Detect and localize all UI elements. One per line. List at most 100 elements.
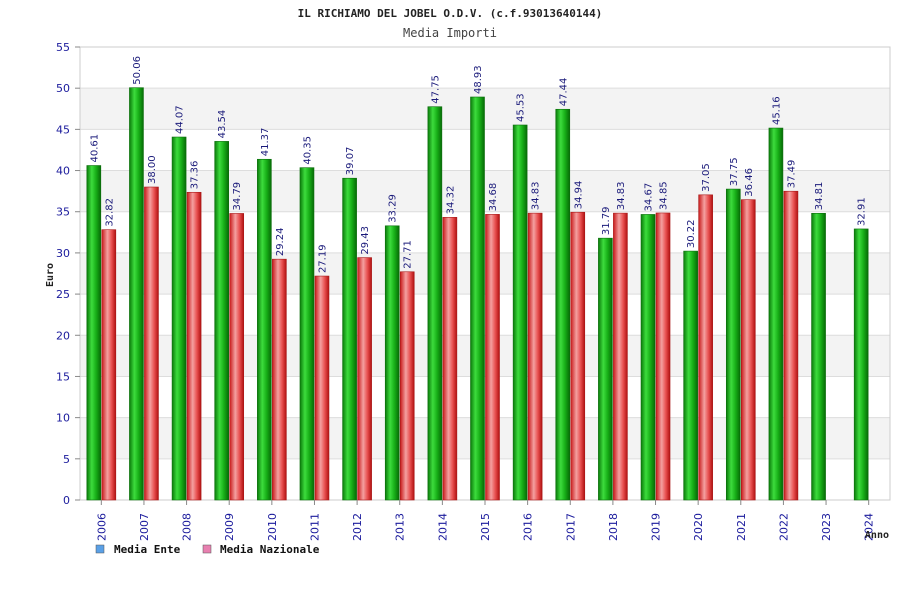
x-tick-label: 2016 — [522, 513, 535, 541]
x-tick-label: 2013 — [394, 513, 407, 541]
value-label-media-ente: 45.53 — [516, 93, 527, 122]
y-axis-label: Euro — [45, 263, 56, 287]
legend-label-media-ente: Media Ente — [114, 543, 181, 556]
y-tick-label: 5 — [63, 453, 70, 466]
value-label-media-ente: 43.54 — [217, 110, 228, 139]
plot-band — [80, 252, 890, 295]
plot-band — [80, 417, 890, 459]
value-label-media-nazionale: 37.49 — [786, 160, 797, 189]
x-tick-label: 2019 — [650, 513, 663, 541]
y-tick-label: 15 — [56, 370, 70, 383]
x-tick-label: 2017 — [564, 513, 577, 541]
x-axis-ticks: 2006 2007 2008 2009 2010 2011 2012 2013 2014 2015… — [95, 500, 876, 541]
value-label-media-nazionale: 34.32 — [445, 186, 456, 215]
value-label-media-nazionale: 36.46 — [744, 168, 755, 197]
value-label-media-nazionale: 37.05 — [701, 163, 712, 192]
value-label-media-ente: 47.75 — [430, 75, 441, 104]
y-tick-label: 45 — [56, 123, 70, 136]
bar-media-nazionale — [613, 212, 628, 501]
value-label-media-ente: 50.06 — [132, 56, 143, 85]
bar-media-ente — [725, 188, 741, 501]
x-tick-label: 2012 — [351, 513, 364, 541]
value-label-media-nazionale: 29.24 — [275, 228, 286, 257]
plot-band — [80, 211, 890, 253]
value-label-media-ente: 37.75 — [729, 157, 740, 186]
x-tick-label: 2009 — [223, 513, 236, 541]
bar-media-nazionale — [740, 199, 756, 501]
plot-band — [80, 129, 890, 171]
y-tick-label: 30 — [56, 247, 70, 260]
bar-media-ente — [342, 177, 357, 501]
y-tick-label: 35 — [56, 206, 70, 219]
bar-media-ente — [640, 214, 656, 501]
plot-band — [80, 294, 890, 336]
bar-media-ente — [768, 127, 784, 501]
y-tick-label: 25 — [56, 288, 70, 301]
value-label-media-ente: 40.61 — [89, 134, 100, 163]
bar-media-nazionale — [101, 229, 117, 501]
value-label-media-ente: 30.22 — [686, 219, 697, 248]
value-label-media-ente: 32.91 — [857, 197, 868, 226]
bar-media-nazionale — [570, 211, 586, 501]
x-tick-label: 2021 — [735, 513, 748, 541]
legend-swatch-media-ente — [95, 544, 105, 554]
value-label-media-ente: 48.93 — [473, 65, 484, 94]
bar-media-nazionale — [698, 194, 713, 501]
value-label-media-nazionale: 27.19 — [317, 244, 328, 273]
value-label-media-ente: 45.16 — [771, 96, 782, 125]
bar-media-ente — [512, 124, 528, 501]
value-label-media-nazionale: 37.36 — [190, 161, 201, 190]
plot-band — [80, 88, 890, 130]
bar-media-ente — [171, 136, 187, 501]
bar-media-nazionale — [186, 191, 202, 501]
x-tick-label: 2010 — [266, 513, 279, 541]
x-tick-label: 2014 — [436, 513, 449, 541]
value-label-media-nazionale: 34.94 — [573, 181, 584, 210]
value-label-media-ente: 44.07 — [175, 105, 186, 134]
value-labels: 40.61 32.82 50.06 38.00 44.07 37.36 43.54 34.79… — [89, 56, 867, 273]
bar-media-nazionale — [442, 217, 458, 501]
legend-swatch-media-nazionale — [202, 544, 212, 554]
bar-media-nazionale — [655, 212, 671, 501]
plot-band — [80, 170, 890, 212]
bar-media-ente — [384, 225, 400, 501]
x-tick-label: 2018 — [607, 513, 620, 541]
bar-media-ente — [683, 250, 698, 501]
y-tick-label: 40 — [56, 165, 70, 178]
plot-band — [80, 376, 890, 418]
bar-media-ente — [598, 237, 613, 501]
chart-subtitle: Media Importi — [403, 26, 497, 40]
value-label-media-nazionale: 29.43 — [360, 226, 371, 255]
bar-media-ente — [86, 165, 102, 501]
legend: Media Ente Media Nazionale — [95, 543, 320, 556]
value-label-media-nazionale: 34.83 — [531, 181, 542, 210]
plot-band — [80, 458, 890, 500]
x-tick-label: 2006 — [95, 513, 108, 541]
bar-media-ente — [555, 108, 571, 501]
y-tick-label: 55 — [56, 41, 70, 54]
bar-media-nazionale — [399, 271, 415, 501]
value-label-media-ente: 39.07 — [345, 147, 356, 176]
value-label-media-nazionale: 34.85 — [659, 181, 670, 210]
value-label-media-nazionale: 34.68 — [488, 183, 499, 212]
bar-media-ente — [257, 158, 272, 501]
bars — [86, 87, 869, 501]
value-label-media-ente: 34.81 — [814, 182, 825, 211]
x-tick-label: 2011 — [308, 513, 321, 541]
bar-media-ente — [299, 167, 315, 501]
bar-media-ente — [129, 87, 144, 501]
bar-media-nazionale — [485, 214, 500, 501]
y-tick-label: 50 — [56, 82, 70, 95]
bar-media-nazionale — [357, 257, 372, 501]
value-label-media-nazionale: 34.79 — [232, 182, 243, 211]
x-tick-label: 2022 — [777, 513, 790, 541]
value-label-media-nazionale: 32.82 — [104, 198, 115, 227]
legend-label-media-nazionale: Media Nazionale — [220, 543, 320, 556]
x-tick-label: 2020 — [692, 513, 705, 541]
bar-media-nazionale — [527, 212, 543, 501]
value-label-media-ente: 41.37 — [260, 128, 271, 157]
value-label-media-nazionale: 27.71 — [403, 240, 414, 269]
value-label-media-ente: 34.67 — [644, 183, 655, 212]
plot-band — [80, 47, 890, 89]
